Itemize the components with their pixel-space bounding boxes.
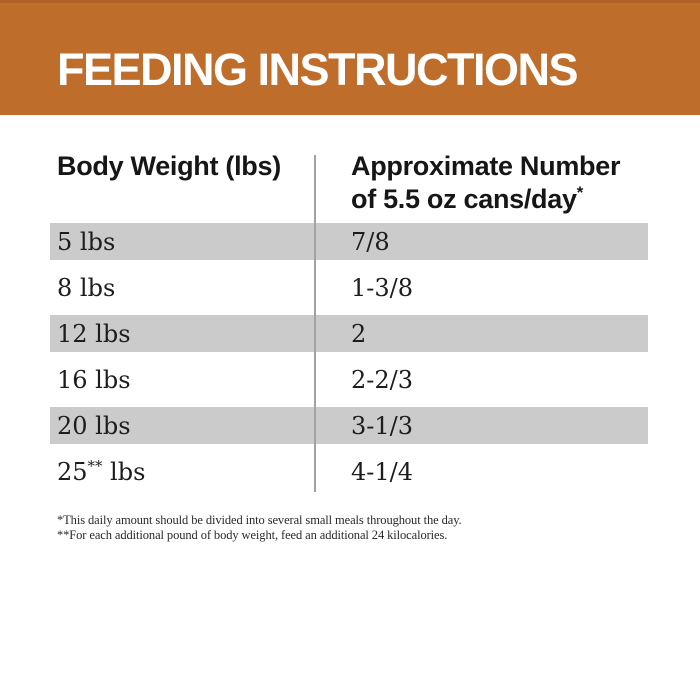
cans-per-day-cell: 4-1/4 — [351, 457, 414, 486]
body-weight-cell: 8 lbs — [57, 273, 116, 302]
footnote-additional-kcal: **For each additional pound of body weig… — [57, 528, 448, 542]
cans-per-day-cell: 3-1/3 — [351, 411, 414, 440]
cans-per-day-cell: 2-2/3 — [351, 365, 414, 394]
table-row: 16 lbs 2-2/3 — [50, 361, 648, 398]
table-row: 12 lbs 2 — [50, 315, 648, 352]
table-row: 20 lbs 3-1/3 — [50, 407, 648, 444]
footnote-daily-meals: *This daily amount should be divided int… — [57, 513, 462, 527]
body-weight-cell: 16 lbs — [57, 365, 131, 394]
col-header-body-weight: Body Weight (lbs) — [57, 151, 281, 181]
footnotes: *This daily amount should be divided int… — [57, 513, 462, 543]
table-row: 5 lbs 7/8 — [50, 223, 648, 260]
table-row: 25** lbs 4-1/4 — [50, 453, 648, 490]
table-body: 5 lbs 7/8 8 lbs 1-3/8 12 lbs 2 16 lbs 2-2/3 20 l… — [50, 223, 648, 490]
col-header-cans-per-day: Approximate Number of 5.5 oz cans/day* — [351, 151, 621, 214]
column-divider-line — [314, 155, 316, 492]
body-weight-cell: 20 lbs — [57, 411, 131, 440]
table-row: 8 lbs 1-3/8 — [50, 269, 648, 306]
cans-per-day-cell: 2 — [351, 319, 367, 348]
feeding-table: Body Weight (lbs) Approximate Number of … — [50, 150, 648, 499]
body-weight-cell: 12 lbs — [57, 319, 131, 348]
cans-per-day-cell: 7/8 — [351, 227, 390, 256]
cans-per-day-cell: 1-3/8 — [351, 273, 414, 302]
feeding-instructions-banner: FEEDING INSTRUCTIONS — [0, 0, 700, 115]
table-header-row: Body Weight (lbs) Approximate Number of … — [50, 150, 648, 223]
body-weight-cell: 5 lbs — [57, 227, 116, 256]
body-weight-cell: 25** lbs — [57, 456, 146, 486]
page-title: FEEDING INSTRUCTIONS — [57, 44, 579, 95]
